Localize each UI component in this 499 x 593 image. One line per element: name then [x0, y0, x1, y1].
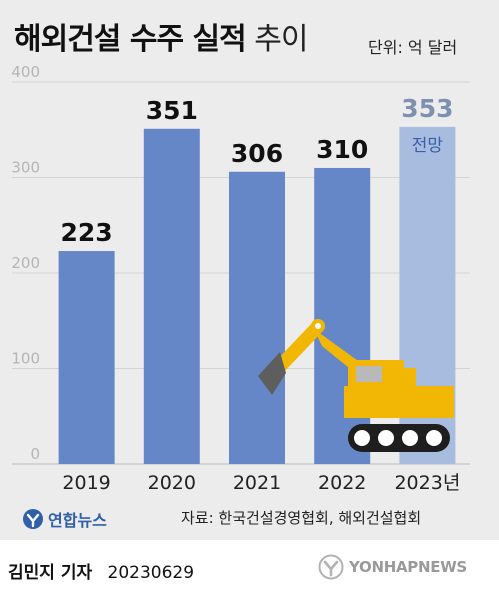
category-label: 2020 — [148, 472, 196, 494]
byline: 김민지 기자 20230629 — [8, 558, 194, 583]
chart-title: 해외건설 수주 실적 추이 — [14, 14, 308, 58]
title-sub: 추이 — [254, 22, 308, 57]
bar — [143, 128, 200, 465]
category-label: 2021 — [233, 472, 281, 494]
value-label: 306 — [231, 139, 283, 168]
yonhap-logo-icon — [23, 509, 43, 529]
reporter-name: 김민지 기자 — [8, 563, 93, 583]
value-label: 351 — [146, 96, 198, 125]
title-main: 해외건설 수주 실적 — [14, 22, 247, 57]
y-tick-label: 200 — [11, 254, 40, 272]
logo-text: 연합뉴스 — [48, 511, 107, 530]
yonhap-logo: 연합뉴스 — [22, 507, 107, 531]
category-label: 2019 — [62, 472, 110, 494]
value-label: 310 — [316, 135, 368, 164]
bar — [314, 167, 371, 464]
y-tick-layer: 0 100 200 300 400 — [11, 63, 40, 463]
bar — [229, 171, 285, 464]
y-tick-label: 0 — [30, 445, 40, 463]
y-tick-label: 400 — [11, 63, 40, 81]
category-label: 2023년 — [394, 472, 460, 494]
value-label: 223 — [61, 218, 113, 247]
bar-chart: 0 100 200 300 400 223 2019 351 2020 306 2021 310 20… — [11, 63, 470, 494]
watermark-icon — [318, 554, 344, 580]
unit-label: 단위: 억 달러 — [368, 38, 458, 57]
watermark-text: YONHAPNEWS — [349, 558, 467, 576]
source-text: 자료: 한국건설경영협회, 해외건설협회 — [181, 509, 422, 527]
forecast-note: 전망 — [412, 136, 444, 156]
bar — [58, 251, 115, 464]
publish-date: 20230629 — [107, 563, 195, 583]
watermark: YONHAPNEWS — [318, 551, 467, 583]
y-tick-label: 300 — [11, 159, 40, 177]
category-label: 2022 — [318, 472, 366, 494]
y-tick-label: 100 — [11, 350, 40, 368]
value-label: 353 — [401, 94, 453, 123]
label-layer: 223 2019 351 2020 306 2021 310 2022 353 전망 2023년 — [61, 94, 461, 494]
excavator-icon — [258, 319, 454, 452]
